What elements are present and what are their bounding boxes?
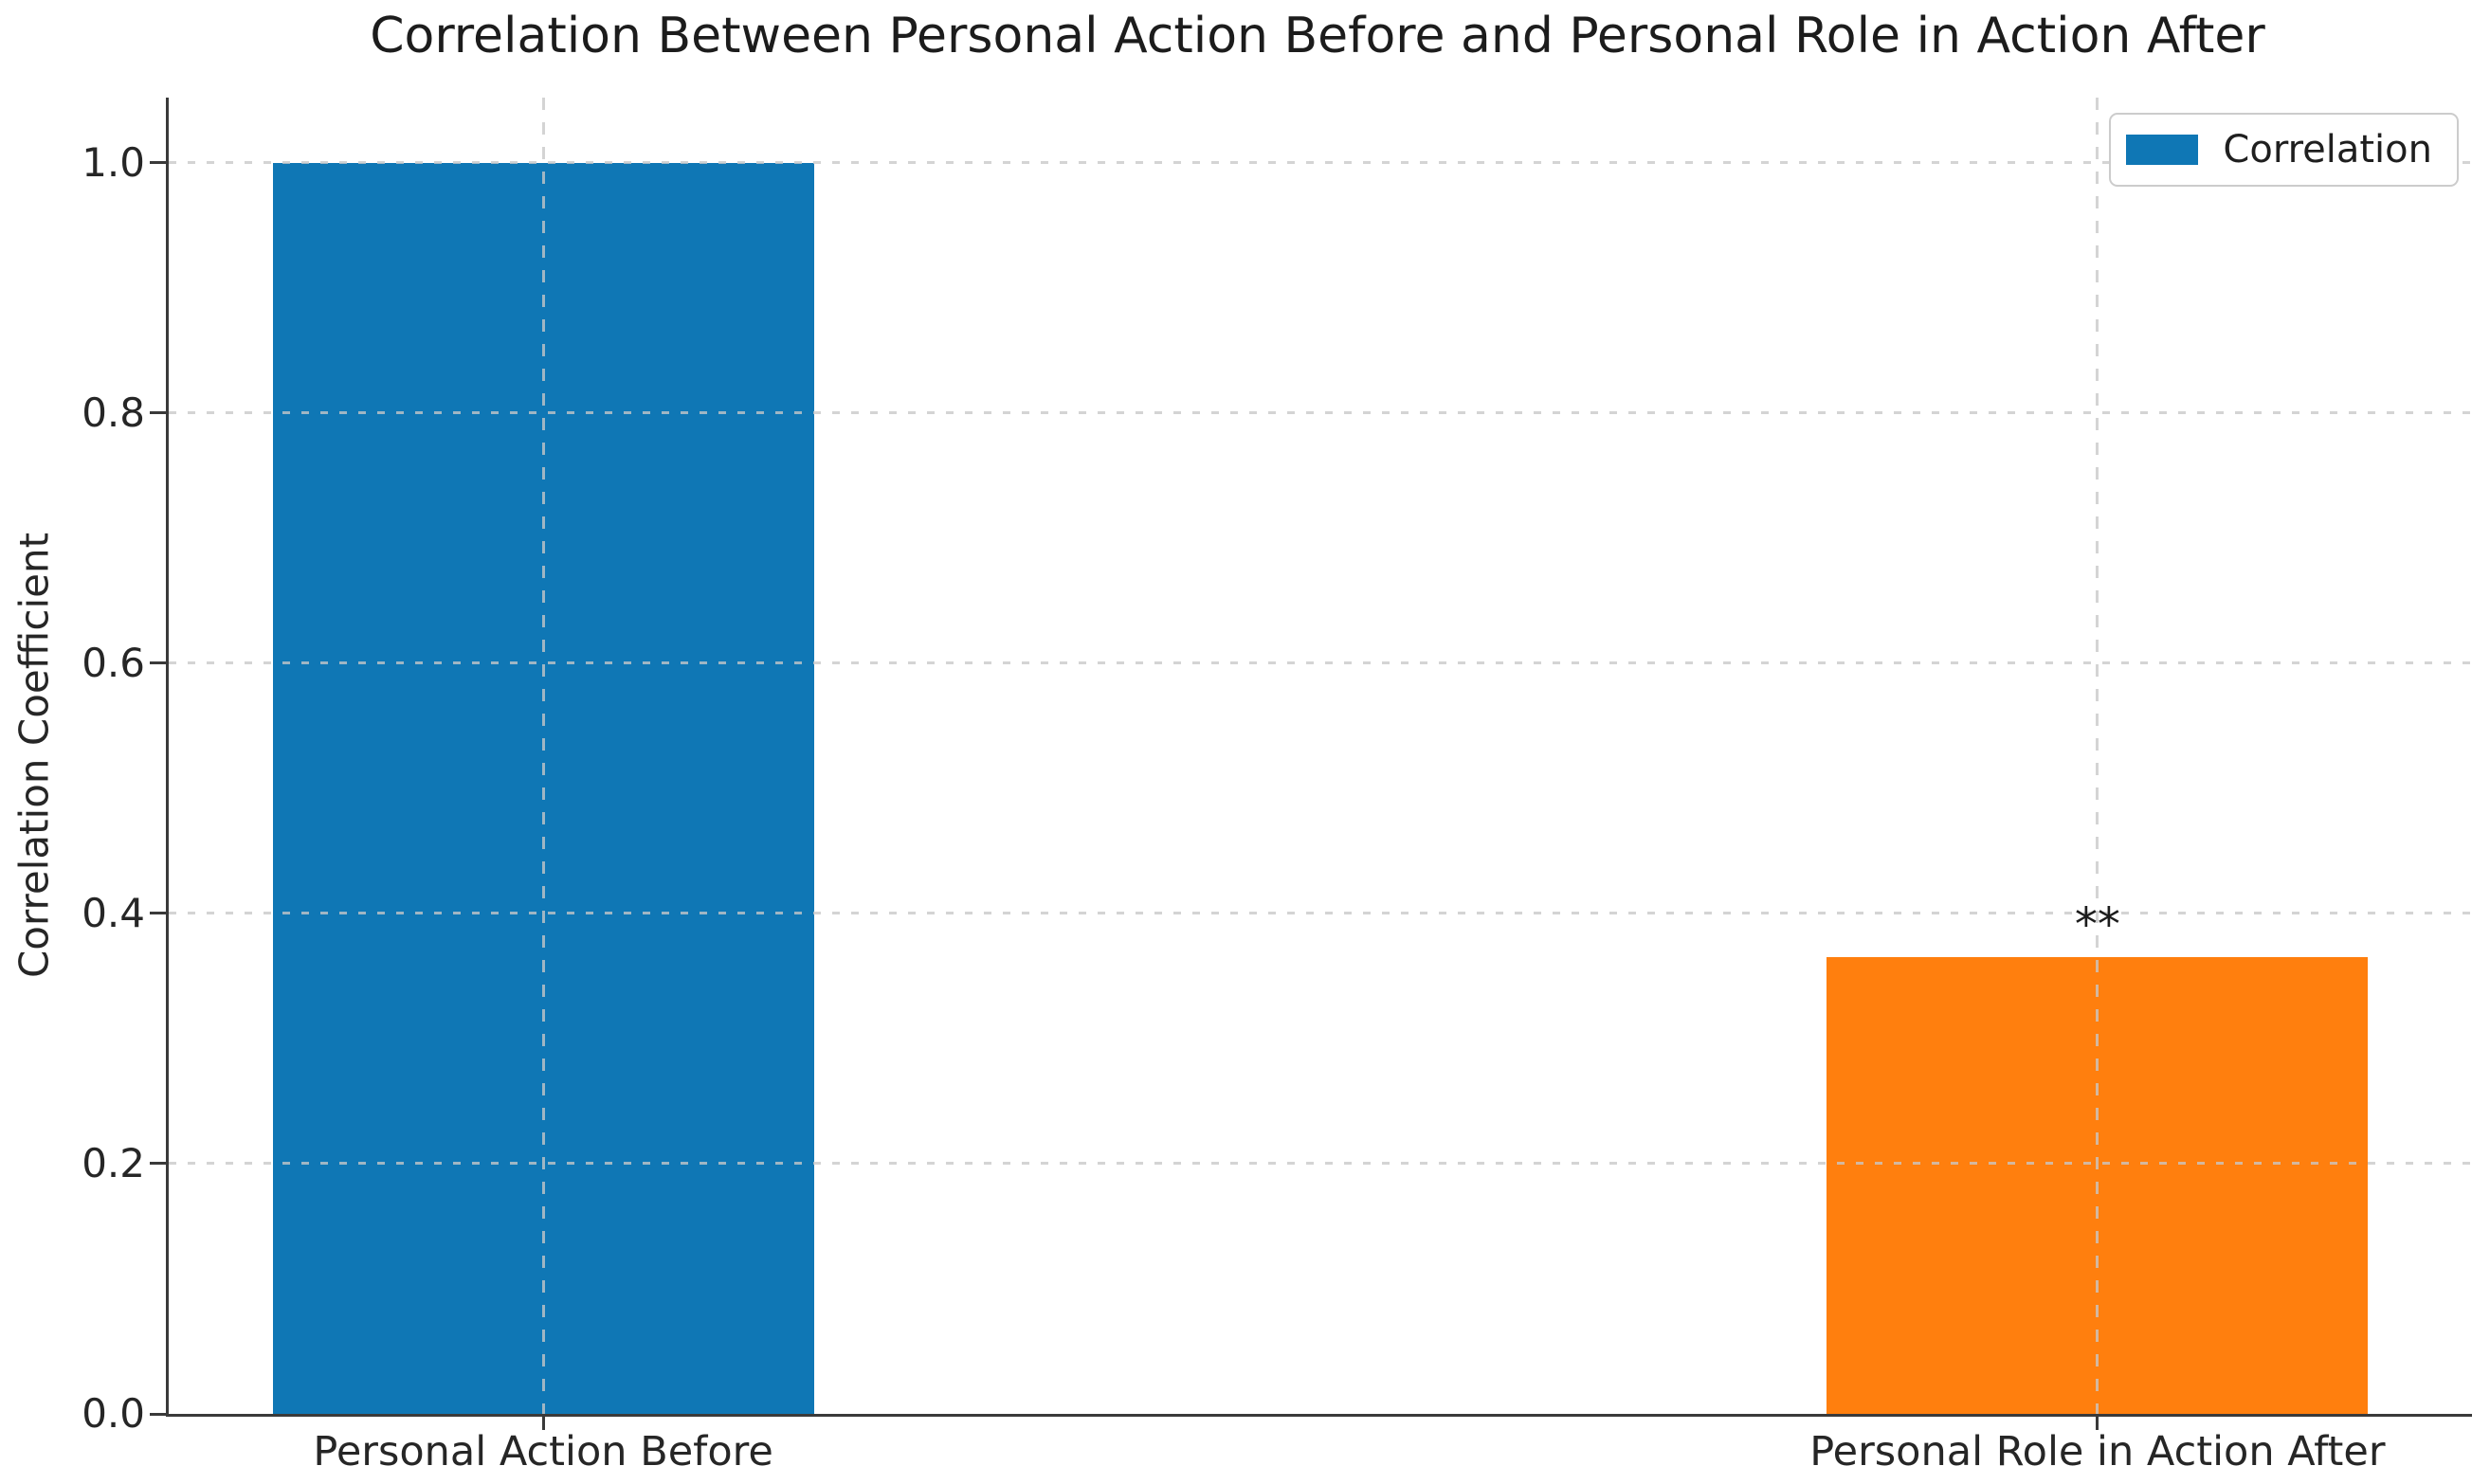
legend-label: Correlation bbox=[2223, 128, 2432, 172]
y-gridline bbox=[169, 161, 2472, 165]
x-tick-label: Personal Role in Action After bbox=[1809, 1428, 2386, 1475]
y-tick-label: 0.4 bbox=[82, 889, 145, 936]
significance-annotation: ** bbox=[2074, 898, 2120, 952]
legend: Correlation bbox=[2109, 113, 2459, 187]
y-tick-label: 0.2 bbox=[82, 1139, 145, 1186]
x-tick-mark bbox=[541, 1414, 545, 1430]
y-gridline bbox=[169, 912, 2472, 915]
y-gridline bbox=[169, 1162, 2472, 1166]
y-tick-label: 1.0 bbox=[82, 138, 145, 186]
x-gridline bbox=[2096, 98, 2099, 1414]
y-tick-mark bbox=[150, 912, 169, 915]
y-tick-label: 0.6 bbox=[82, 639, 145, 686]
y-gridline bbox=[169, 661, 2472, 665]
y-tick-mark bbox=[150, 1412, 169, 1416]
x-gridline bbox=[541, 98, 545, 1414]
plot-area: 0.0 0.2 0.4 0.6 0.8 1.0 Personal Action Before… bbox=[82, 98, 2472, 1475]
chart-title: Correlation Between Personal Action Befo… bbox=[370, 8, 2265, 64]
legend-swatch-correlation bbox=[2126, 135, 2199, 165]
y-tick-mark bbox=[150, 661, 169, 665]
grid-layer bbox=[169, 98, 2472, 1414]
y-tick-label: 0.8 bbox=[82, 389, 145, 436]
axis-layer: 0.0 0.2 0.4 0.6 0.8 1.0 Personal Action Before… bbox=[82, 98, 2472, 1475]
x-tick-mark bbox=[2096, 1414, 2099, 1430]
y-tick-label: 0.0 bbox=[82, 1390, 145, 1437]
y-tick-mark bbox=[150, 411, 169, 415]
y-gridline bbox=[169, 411, 2472, 415]
y-tick-mark bbox=[150, 1162, 169, 1166]
y-tick-mark bbox=[150, 161, 169, 165]
x-tick-label: Personal Action Before bbox=[313, 1428, 773, 1475]
